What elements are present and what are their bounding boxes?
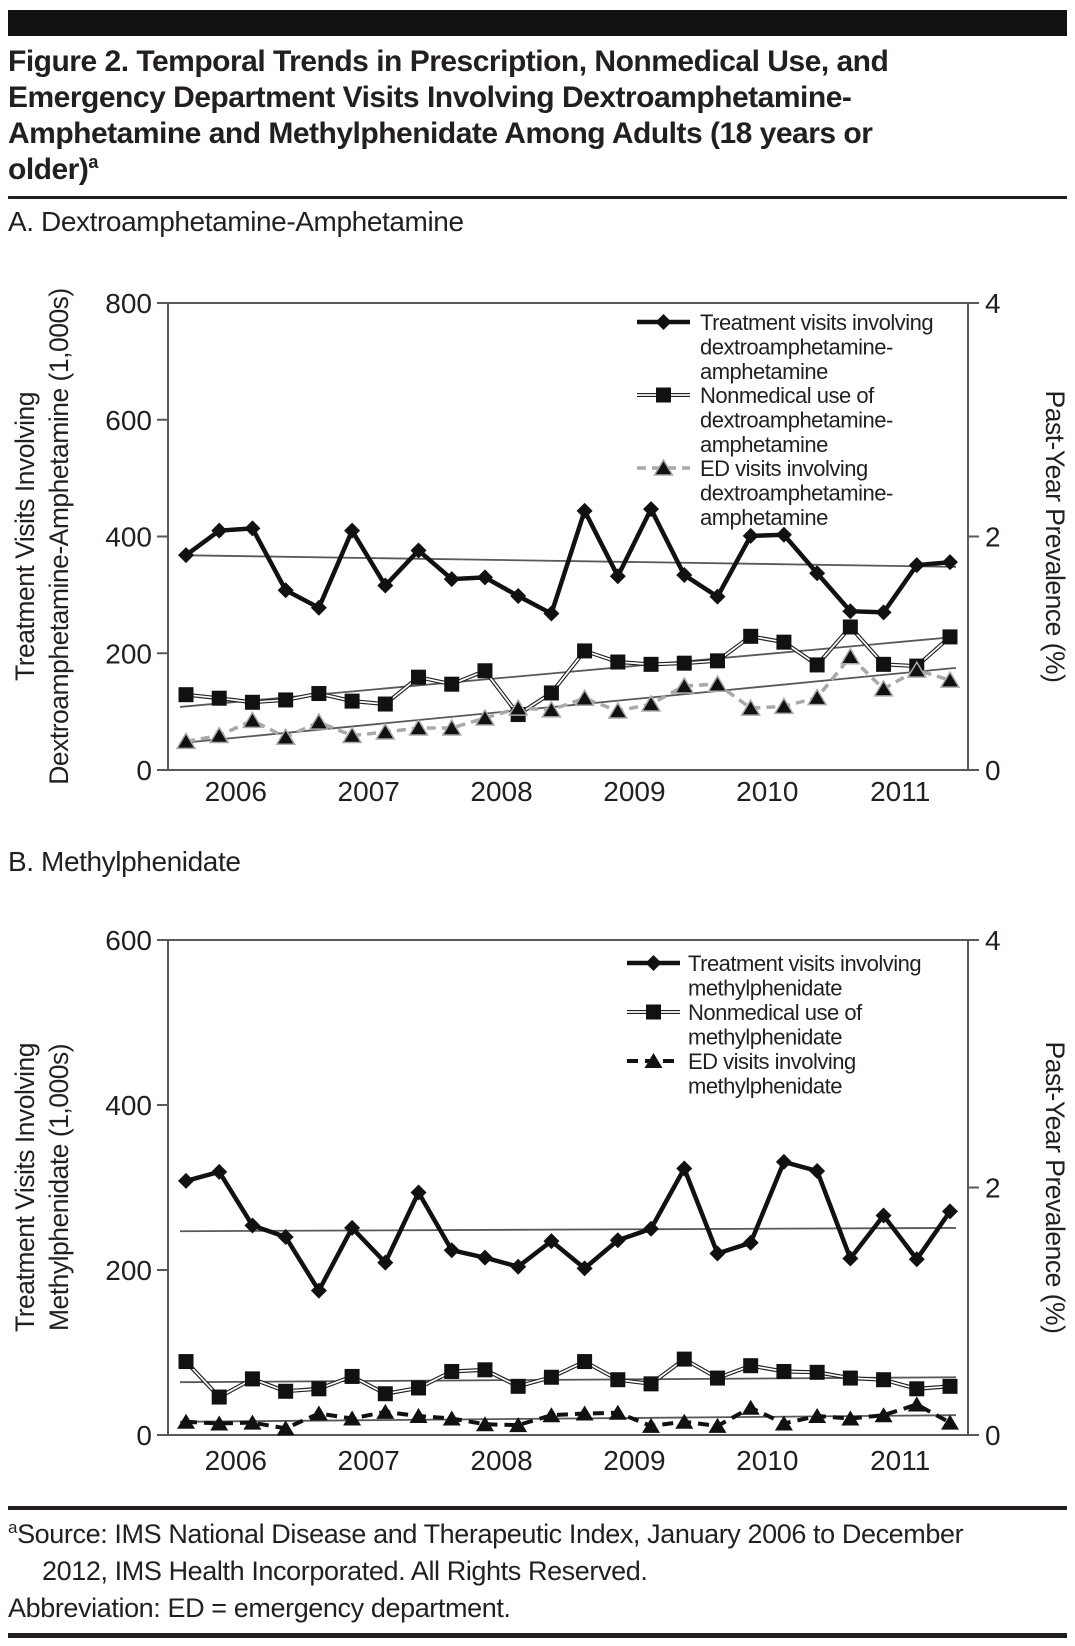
svg-text:2007: 2007 [338, 776, 400, 807]
svg-text:2006: 2006 [205, 1445, 267, 1476]
series-triangle [175, 647, 961, 750]
svg-text:dextroamphetamine-: dextroamphetamine- [700, 481, 893, 506]
svg-text:2007: 2007 [338, 1445, 400, 1476]
figure-title-line: older)a [8, 152, 98, 186]
right-axis: 0 2 4 [968, 925, 1001, 1451]
left-axis: 0 200 400 600 800 [105, 288, 168, 786]
svg-text:2: 2 [985, 522, 1001, 553]
trend-lines [179, 554, 957, 745]
svg-text:400: 400 [105, 522, 152, 553]
legend-entry: ED visits involvingdextroamphetamine-amp… [637, 456, 893, 530]
svg-text:Treatment Visits Involving: Treatment Visits Involving [10, 1043, 40, 1332]
svg-text:0: 0 [136, 1420, 152, 1451]
svg-text:Methylphenidate (1,000s): Methylphenidate (1,000s) [44, 1044, 74, 1331]
svg-text:dextroamphetamine-: dextroamphetamine- [700, 408, 893, 433]
svg-text:ED visits involving: ED visits involving [688, 1049, 856, 1074]
svg-text:Past-Year Prevalence (%): Past-Year Prevalence (%) [1040, 1042, 1070, 1334]
svg-text:200: 200 [105, 638, 152, 669]
svg-text:methylphenidate: methylphenidate [688, 976, 842, 1001]
svg-text:2009: 2009 [603, 776, 665, 807]
svg-text:2: 2 [985, 1173, 1001, 1204]
series-diamond [178, 1153, 958, 1299]
legend-entry: Treatment visits involvingdextroamphetam… [637, 310, 934, 384]
figure-title: Figure 2. Temporal Trends in Prescriptio… [8, 44, 1066, 188]
svg-text:2011: 2011 [870, 1445, 930, 1476]
svg-text:4: 4 [985, 288, 1001, 319]
svg-text:800: 800 [105, 288, 152, 319]
top-rule [8, 10, 1067, 36]
svg-text:0: 0 [985, 755, 1001, 786]
svg-text:Treatment Visits Involving: Treatment Visits Involving [10, 392, 40, 681]
right-axis-title: Past-Year Prevalence (%) [1040, 1042, 1070, 1334]
svg-text:Nonmedical use of: Nonmedical use of [688, 1000, 863, 1025]
svg-text:2008: 2008 [470, 776, 532, 807]
title-divider-rule [8, 196, 1067, 199]
svg-text:2008: 2008 [470, 1445, 532, 1476]
svg-text:amphetamine: amphetamine [700, 359, 828, 384]
series-diamond [178, 501, 958, 622]
svg-text:2011: 2011 [870, 776, 930, 807]
trend-lines [179, 1227, 957, 1423]
svg-text:Nonmedical use of: Nonmedical use of [700, 383, 875, 408]
svg-text:2009: 2009 [603, 1445, 665, 1476]
svg-text:600: 600 [105, 405, 152, 436]
svg-text:Dextroamphetamine-Amphetamine: Dextroamphetamine-Amphetamine (1,000s) [44, 288, 74, 785]
x-axis-year-labels: 2006 2007 2008 2009 2010 2011 [205, 1445, 931, 1476]
svg-text:ED visits involving: ED visits involving [700, 456, 868, 481]
right-axis: 0 2 4 [968, 288, 1001, 786]
panel-b-heading: B. Methylphenidate [8, 846, 241, 877]
svg-text:Treatment visits involving: Treatment visits involving [700, 310, 933, 335]
series-square [178, 619, 958, 723]
footnote-top-rule [8, 1506, 1067, 1510]
svg-text:0: 0 [985, 1420, 1001, 1451]
series-square [178, 1351, 958, 1405]
svg-text:600: 600 [105, 925, 152, 956]
figure-title-line: Emergency Department Visits Involving De… [8, 81, 852, 114]
panel-b-chart: 0 200 400 600 0 2 4 2006 2007 2008 2009 2010 2011 Tre… [10, 925, 1070, 1476]
legend: Treatment visits involvingdextroamphetam… [637, 310, 934, 530]
footnote: aSource: IMS National Disease and Therap… [8, 1516, 1066, 1627]
footnote-line: aSource: IMS National Disease and Therap… [8, 1518, 964, 1549]
svg-text:dextroamphetamine-: dextroamphetamine- [700, 335, 893, 360]
svg-text:2006: 2006 [205, 776, 267, 807]
figure-title-line: Figure 2. Temporal Trends in Prescriptio… [8, 45, 889, 78]
legend-entry: Nonmedical use ofdextroamphetamine-amphe… [637, 383, 893, 457]
left-axis: 0 200 400 600 [105, 925, 168, 1451]
panel-a-heading: A. Dextroamphetamine-Amphetamine [8, 206, 464, 237]
left-axis-title: Treatment Visits Involving Dextroamphetam… [10, 288, 74, 785]
svg-text:amphetamine: amphetamine [700, 432, 828, 457]
footnote-line: 2012, IMS Health Incorporated. All Right… [42, 1556, 648, 1586]
svg-text:400: 400 [105, 1090, 152, 1121]
svg-text:Past-Year Prevalence (%): Past-Year Prevalence (%) [1040, 391, 1070, 683]
svg-text:methylphenidate: methylphenidate [688, 1074, 842, 1099]
svg-text:200: 200 [105, 1255, 152, 1286]
legend-entry: Treatment visits involvingmethylphenidat… [627, 951, 922, 1001]
legend: Treatment visits involvingmethylphenidat… [627, 951, 922, 1099]
svg-text:2010: 2010 [736, 776, 798, 807]
series-triangle [177, 1396, 959, 1436]
svg-text:4: 4 [985, 925, 1001, 956]
x-axis-year-labels: 2006 2007 2008 2009 2010 2011 [205, 776, 931, 807]
svg-text:amphetamine: amphetamine [700, 505, 828, 530]
svg-text:0: 0 [136, 755, 152, 786]
left-axis-title: Treatment Visits Involving Methylphenidat… [10, 1043, 74, 1332]
footnote-bottom-rule [8, 1633, 1067, 1638]
svg-text:2010: 2010 [736, 1445, 798, 1476]
footnote-line: Abbreviation: ED = emergency department. [8, 1593, 511, 1623]
svg-text:methylphenidate: methylphenidate [688, 1025, 842, 1050]
svg-text:Treatment visits involving: Treatment visits involving [688, 951, 921, 976]
figure-title-line: Amphetamine and Methylphenidate Among Ad… [8, 117, 873, 150]
right-axis-title: Past-Year Prevalence (%) [1040, 391, 1070, 683]
panel-a-chart: 0 200 400 600 800 0 2 4 2006 2007 2008 2009 2010 2011… [10, 288, 1070, 807]
